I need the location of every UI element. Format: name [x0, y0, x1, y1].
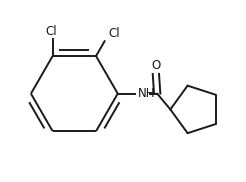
Text: NH: NH [138, 87, 155, 100]
Text: Cl: Cl [108, 27, 120, 40]
Text: O: O [151, 59, 160, 72]
Text: Cl: Cl [46, 25, 57, 38]
